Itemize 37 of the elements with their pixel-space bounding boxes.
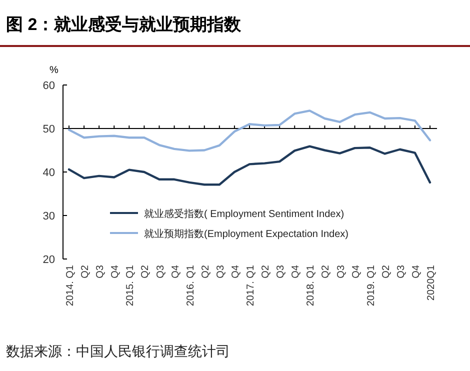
chart-title: 图 2：就业感受与就业预期指数 [6,15,242,34]
x-tick-label: Q3 [155,264,166,278]
line-series [68,145,432,186]
x-tick-label: Q4 [170,264,182,278]
x-tick-label: Q4 [110,264,122,278]
x-tick-label: 2015. Q1 [125,264,136,306]
x-tick-label: Q3 [336,264,347,278]
y-tick-label: 20 [42,254,55,266]
y-tick-label: 40 [42,167,55,179]
x-tick-label: Q2 [80,264,92,278]
x-tick-label: Q3 [95,264,106,278]
x-tick-label: Q4 [350,264,362,278]
x-tick-label: 2014. Q1 [65,264,76,306]
y-axis-title: % [50,65,59,76]
x-tick-label: Q3 [276,264,287,278]
y-tick-label: 60 [42,80,55,92]
x-tick-label: 2017. Q1 [246,264,256,306]
y-tick-label: 30 [42,210,55,222]
x-tick-label: Q3 [215,264,226,278]
x-tick-label: Q3 [396,264,407,278]
x-tick-label: 2019. Q1 [366,264,377,306]
legend-label: 就业预期指数(Employment Expectation Index) [144,228,349,240]
y-tick-label: 50 [42,124,55,136]
x-tick-label: Q2 [200,264,212,278]
source-note: 数据来源：中国人民银行调查统计司 [6,343,230,359]
legend-label: 就业感受指数( Employment Sentiment Index) [144,208,344,220]
x-tick-label: 2018. Q1 [306,264,317,306]
line-series [68,110,432,152]
x-tick-label: Q4 [410,264,422,278]
x-tick-label: Q2 [140,264,152,278]
x-tick-label: Q2 [380,264,392,278]
x-tick-label: 2016. Q1 [185,264,196,306]
x-tick-label: Q2 [320,264,332,278]
x-tick-label: Q4 [290,264,302,278]
x-tick-label: Q2 [260,264,272,278]
x-tick-label: 2020Q1 [426,264,437,301]
x-tick-label: Q4 [230,264,242,278]
